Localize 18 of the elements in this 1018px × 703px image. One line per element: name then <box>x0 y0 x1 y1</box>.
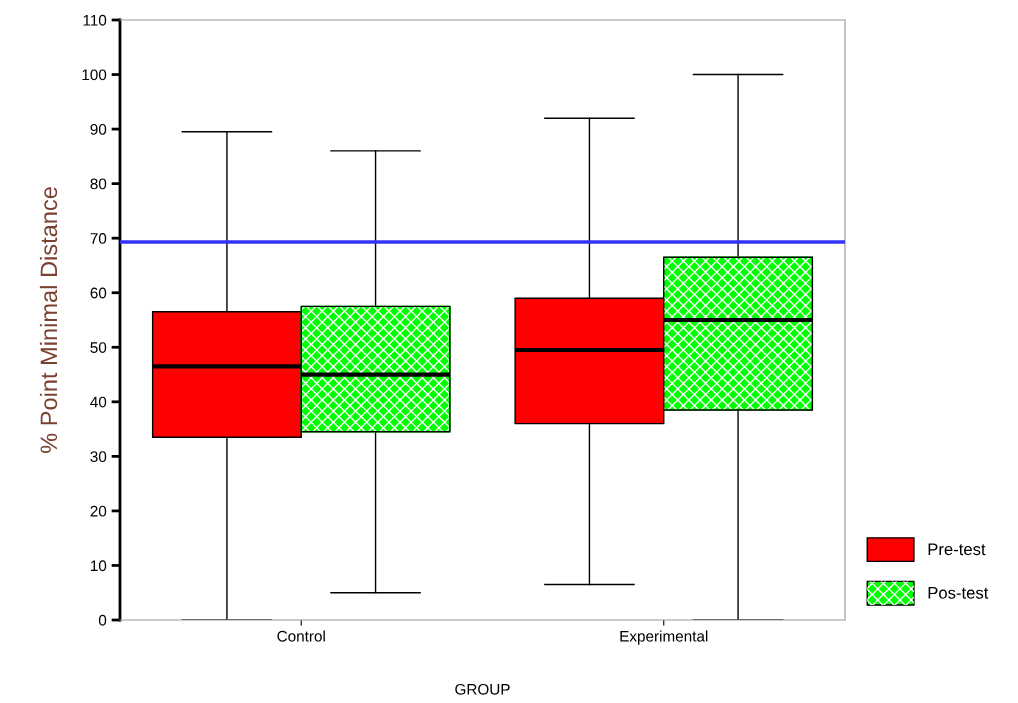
y-tick-label: 90 <box>90 123 107 135</box>
x-tick-label: Experimental <box>620 630 708 645</box>
x-axis-title: GROUP <box>455 683 510 695</box>
y-tick-label: 10 <box>90 560 107 572</box>
y-tick-label: 70 <box>90 233 107 244</box>
legend-label: Pos-test <box>928 587 989 599</box>
y-tick-label: 100 <box>82 69 107 81</box>
legend-label: Pre-test <box>928 543 986 556</box>
x-tick-label: Control <box>277 630 325 642</box>
y-tick-label: 30 <box>90 451 107 463</box>
y-tick-label: 20 <box>90 505 107 517</box>
y-tick-label: 80 <box>90 178 107 190</box>
y-axis-title: % Point Minimal Distance <box>39 187 58 453</box>
y-tick-label: 50 <box>90 342 107 353</box>
y-tick-label: 60 <box>90 287 107 299</box>
y-tick-label: 110 <box>83 14 107 26</box>
y-tick-label: 40 <box>90 396 107 408</box>
y-tick-label: 0 <box>98 614 107 626</box>
